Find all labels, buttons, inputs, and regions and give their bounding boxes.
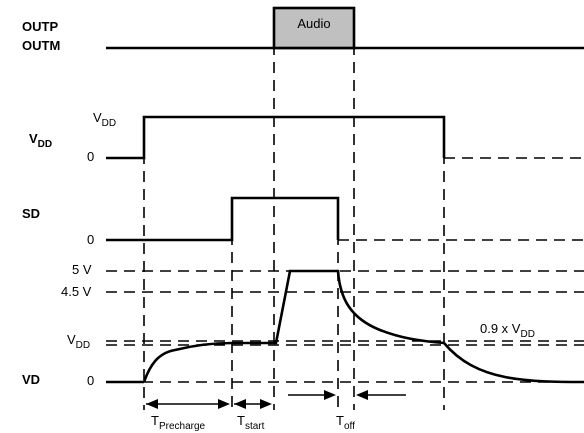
four-five-v-label: 4.5 V <box>61 284 92 299</box>
vd-signal-label: VD <box>22 372 40 387</box>
off-arrow-left <box>288 390 336 400</box>
vd-vdd-level-label: VDD <box>67 332 90 351</box>
vdd-high-level-label: VDD <box>93 110 116 129</box>
ninety-percent-label: 0.9 x VDD <box>480 321 535 340</box>
sd-signal-label: SD <box>22 206 40 221</box>
precharge-time-label: TPrecharge <box>151 413 206 432</box>
outm-label: OUTM <box>22 38 60 53</box>
vdd-signal-label: VDD <box>29 131 52 150</box>
vd-waveform <box>142 269 584 384</box>
precharge-arrow <box>146 399 230 409</box>
start-time-label: Tstart <box>237 413 265 432</box>
vdd-zero-label: 0 <box>87 149 94 164</box>
outp-label: OUTP <box>22 19 58 34</box>
vdd-waveform <box>106 115 446 160</box>
vd-zero-label: 0 <box>87 373 94 388</box>
off-arrow-right <box>356 390 406 400</box>
five-v-label: 5 V <box>72 262 92 277</box>
audio-label: Audio <box>297 16 330 31</box>
start-arrow <box>234 399 272 409</box>
sd-waveform <box>106 196 340 242</box>
off-time-label: Toff <box>336 413 355 432</box>
sd-zero-label: 0 <box>87 232 94 247</box>
